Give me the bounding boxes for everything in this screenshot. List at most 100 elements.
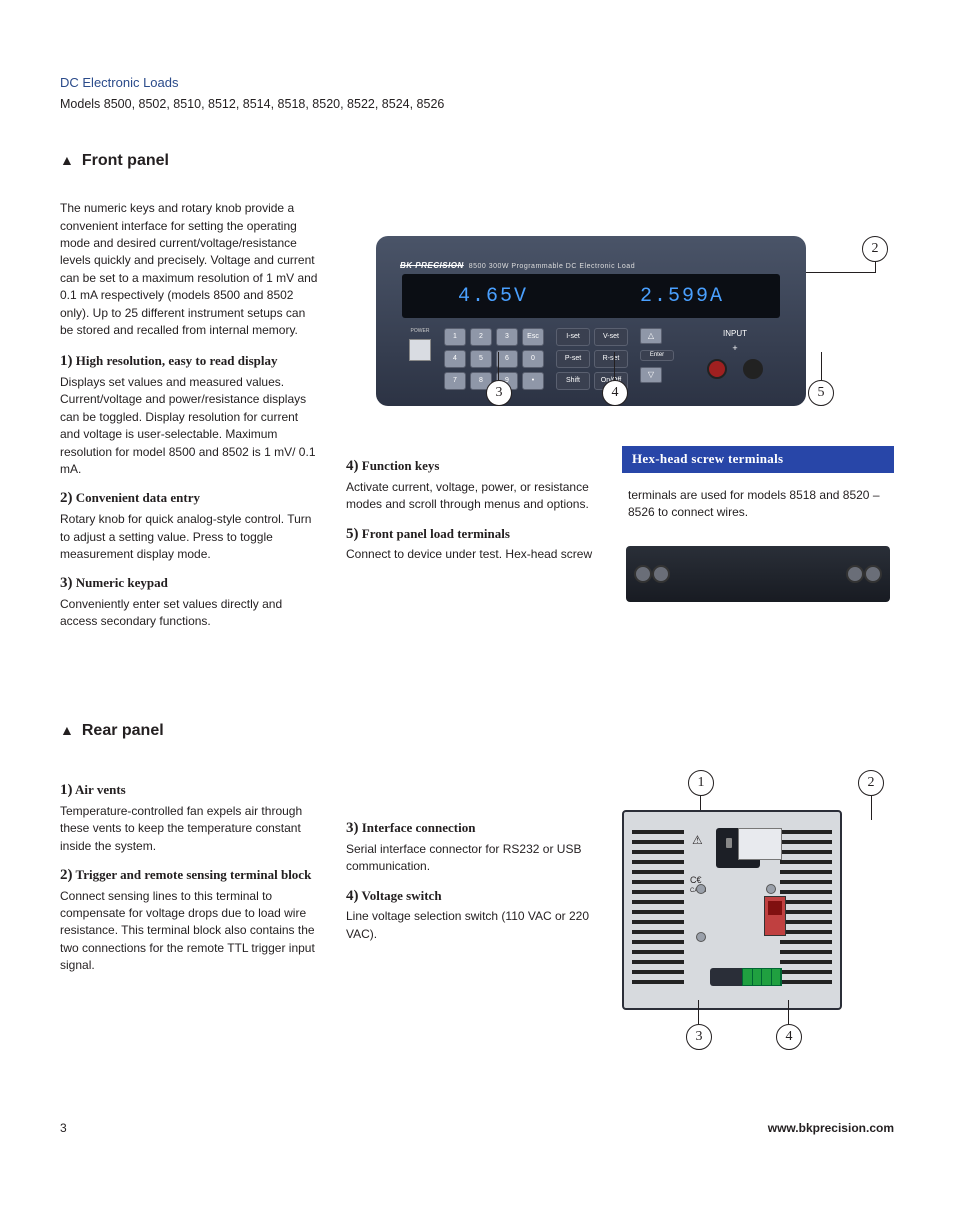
rear-callout-2: 2	[858, 770, 884, 796]
input-label: INPUT	[690, 328, 780, 340]
rear-item-4-body: Line voltage selection switch (110 VAC o…	[346, 908, 596, 943]
power-label: POWER	[402, 328, 438, 335]
front-device-figure: 1 2 BK PRECISION 8500 300W Programmable …	[346, 236, 894, 406]
power-block: POWER	[402, 328, 438, 390]
key-6[interactable]: 6	[496, 350, 518, 368]
rear-leader-2	[871, 796, 872, 820]
front-right-block: 1 2 BK PRECISION 8500 300W Programmable …	[346, 200, 894, 602]
rear-leader-4	[788, 1000, 789, 1024]
key-2[interactable]: 2	[470, 328, 492, 346]
rear-item-2-title: 2) Trigger and remote sensing terminal b…	[60, 865, 320, 887]
front-item-5-num: 5)	[346, 526, 359, 542]
callout-4: 4	[602, 380, 628, 406]
front-item-5-heading: Front panel load terminals	[362, 526, 510, 541]
hex-bolt	[846, 565, 864, 583]
front-item-1-num: 1)	[60, 353, 73, 369]
leader-2a	[875, 262, 876, 272]
hex-banner: Hex-head screw terminals	[622, 446, 894, 473]
callout-2: 2	[862, 236, 888, 262]
rear-item-4-heading: Voltage switch	[362, 888, 442, 903]
rear-item-3-heading: Interface connection	[362, 820, 476, 835]
key-0[interactable]: 0	[522, 350, 544, 368]
front-item-4-body: Activate current, voltage, power, or res…	[346, 479, 596, 514]
front-item-4-heading: Function keys	[362, 458, 440, 473]
key-4[interactable]: 4	[444, 350, 466, 368]
front-left-col: The numeric keys and rotary knob provide…	[60, 200, 320, 639]
front-item-1-title: 1) High resolution, easy to read display	[60, 351, 320, 373]
rear-columns: 1) Air vents Temperature-controlled fan …	[60, 770, 894, 1050]
hex-bolt	[652, 565, 670, 583]
front-item-2-title: 2) Convenient data entry	[60, 488, 320, 510]
rear-item-1-heading: Air vents	[75, 782, 126, 797]
section-title-rear: ▲ Rear panel	[60, 719, 894, 742]
rear-callout-1: 1	[688, 770, 714, 796]
section-title-rear-text: Rear panel	[82, 719, 164, 742]
key-dot[interactable]: •	[522, 372, 544, 390]
rating-plate	[738, 828, 782, 860]
key-7[interactable]: 7	[444, 372, 466, 390]
front-item-1-body: Displays set values and measured values.…	[60, 374, 320, 478]
rear-callout-4: 4	[776, 1024, 802, 1050]
rear-item-3-num: 3)	[346, 820, 359, 836]
key-1[interactable]: 1	[444, 328, 466, 346]
air-vent-left	[632, 830, 684, 990]
plus-label: +	[690, 342, 780, 355]
device-rear: ⚠ C€CAT II	[622, 810, 842, 1010]
hex-bolt	[864, 565, 882, 583]
front-item-4-num: 4)	[346, 458, 359, 474]
front-item-3-heading: Numeric keypad	[76, 575, 168, 590]
front-item-3-num: 3)	[60, 575, 73, 591]
key-enter[interactable]: Enter	[640, 350, 674, 361]
power-button[interactable]	[409, 339, 431, 361]
rear-item-4-num: 4)	[346, 888, 359, 904]
front-item-1-heading: High resolution, easy to read display	[76, 353, 278, 368]
key-shift[interactable]: Shift	[556, 372, 590, 390]
rear-item-2-heading: Trigger and remote sensing terminal bloc…	[76, 867, 312, 882]
doc-category: DC Electronic Loads	[60, 74, 894, 93]
hex-text: terminals are used for models 8518 and 8…	[622, 487, 894, 534]
section-title-front-text: Front panel	[82, 149, 169, 172]
doc-models: Models 8500, 8502, 8510, 8512, 8514, 851…	[60, 95, 894, 113]
device-front: BK PRECISION 8500 300W Programmable DC E…	[376, 236, 806, 406]
front-mid-col: 4) Function keys Activate current, volta…	[346, 446, 596, 572]
key-3[interactable]: 3	[496, 328, 518, 346]
callout-3: 3	[486, 380, 512, 406]
front-item-3-title: 3) Numeric keypad	[60, 573, 320, 595]
leader-5	[821, 352, 822, 380]
front-item-5-title: 5) Front panel load terminals	[346, 524, 596, 546]
key-rset[interactable]: R-set	[594, 350, 628, 368]
rear-left-col: 1) Air vents Temperature-controlled fan …	[60, 770, 320, 983]
front-item-4-title: 4) Function keys	[346, 456, 596, 478]
rear-mid-col: 3) Interface connection Serial interface…	[346, 770, 596, 951]
key-pset[interactable]: P-set	[556, 350, 590, 368]
front-item-5-body: Connect to device under test. Hex-head s…	[346, 546, 596, 563]
key-esc[interactable]: Esc	[522, 328, 544, 346]
device-brand: BK PRECISION	[400, 261, 464, 270]
hex-photo	[626, 546, 890, 602]
rear-leader-3	[698, 1000, 699, 1024]
rear-item-4-title: 4) Voltage switch	[346, 886, 596, 908]
rear-item-2-body: Connect sensing lines to this terminal t…	[60, 888, 320, 975]
binding-post-pos[interactable]	[707, 359, 727, 379]
device-model-label: 8500 300W Programmable DC Electronic Loa…	[469, 263, 635, 270]
key-up[interactable]: △	[640, 328, 662, 344]
footer-url: www.bkprecision.com	[768, 1120, 894, 1137]
key-vset[interactable]: V-set	[594, 328, 628, 346]
air-vent-right	[780, 830, 832, 990]
front-columns: The numeric keys and rotary knob provide…	[60, 200, 894, 639]
arrow-keys: △ Enter ▽	[640, 328, 674, 390]
rear-item-2-num: 2)	[60, 867, 73, 883]
voltage-switch[interactable]	[764, 896, 786, 936]
input-terminals: INPUT +	[690, 328, 780, 390]
key-iset[interactable]: I-set	[556, 328, 590, 346]
front-item-2-num: 2)	[60, 490, 73, 506]
key-down[interactable]: ▽	[640, 367, 662, 383]
front-item-3-body: Conveniently enter set values directly a…	[60, 596, 320, 631]
leader-3	[498, 352, 499, 380]
rear-item-3-body: Serial interface connector for RS232 or …	[346, 841, 596, 876]
key-5[interactable]: 5	[470, 350, 492, 368]
triangle-icon: ▲	[60, 150, 74, 170]
binding-post-neg[interactable]	[743, 359, 763, 379]
front-hex-col: Hex-head screw terminals terminals are u…	[622, 446, 894, 602]
terminal-block	[742, 968, 782, 986]
